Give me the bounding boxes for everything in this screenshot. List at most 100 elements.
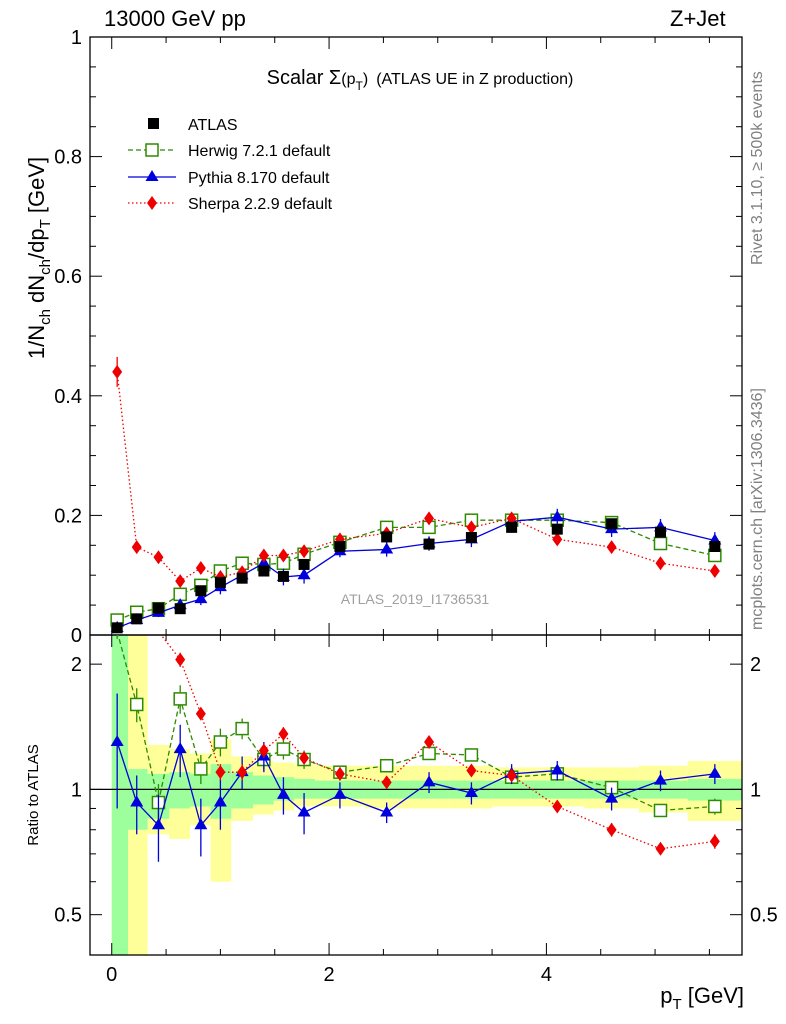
ratio-series-sherpa-point <box>334 766 345 781</box>
x-tick-label: 2 <box>324 964 335 986</box>
ratio-series-pythia-point <box>708 766 722 778</box>
series-sherpa-point <box>131 540 142 555</box>
ratio-series-pythia-point <box>605 791 619 803</box>
series-herwig-point <box>653 536 668 551</box>
ratio-series-pythia-point <box>194 818 208 830</box>
header-energy-label: 13000 GeV pp <box>104 6 246 31</box>
main-series-group <box>110 356 722 634</box>
y-tick-label: 0.4 <box>54 386 82 408</box>
x-tick-label: 0 <box>106 964 117 986</box>
legend-atlas-label: ATLAS <box>188 117 238 134</box>
ratio-series-group <box>110 635 722 862</box>
series-sherpa-point <box>606 540 617 555</box>
legend-pythia-marker <box>145 170 159 181</box>
ratio-series-sherpa-point <box>709 834 720 849</box>
ratio-y-tick-label: 1 <box>71 779 82 801</box>
legend-atlas-marker <box>148 118 159 129</box>
ratio-series-pythia-point <box>110 734 124 746</box>
y-tick-label: 0.8 <box>54 147 82 169</box>
ratio-series-sherpa-point <box>552 799 563 814</box>
series-sherpa-point <box>424 511 435 526</box>
ratio-y-tick-label: 2 <box>71 654 82 676</box>
series-sherpa-point <box>709 564 720 579</box>
ratio-series-sherpa-point <box>195 706 206 721</box>
series-sherpa-point <box>466 520 477 535</box>
ratio-series-herwig-point <box>173 692 187 706</box>
ratio-series-sherpa-point <box>258 743 269 758</box>
ratio-series-sherpa-point <box>381 775 392 790</box>
series-atlas-point <box>334 540 346 552</box>
x-axis-label: pT [GeV] <box>660 983 744 1013</box>
series-pythia-point <box>550 510 564 522</box>
legend-pythia-label: Pythia 8.170 default <box>188 170 330 187</box>
series-sherpa-point <box>278 548 289 563</box>
ratio-y-axis-label: Ratio to ATLAS <box>25 744 42 845</box>
series-atlas-point <box>709 540 721 552</box>
ratio-series-herwig-point <box>129 697 144 712</box>
ratio-series-sherpa-point <box>215 765 226 780</box>
legend-herwig-marker <box>145 143 159 157</box>
ratio-series-pythia-point <box>422 775 436 787</box>
ratio-series-sherpa <box>160 635 720 856</box>
series-atlas-point <box>655 526 666 538</box>
ratio-inner-band <box>189 773 211 807</box>
series-atlas-point <box>506 521 518 533</box>
series-atlas-point <box>277 570 289 582</box>
series-pythia-point <box>297 568 311 580</box>
ratio-y-tick-label: 0.5 <box>54 905 82 927</box>
ratio-series-sherpa-point <box>655 841 666 856</box>
series-pythia-point <box>380 542 394 554</box>
y-tick-label: 0 <box>71 625 82 647</box>
series-atlas-point <box>195 585 207 597</box>
ratio-series-herwig-point <box>379 758 394 773</box>
ratio-bands <box>111 635 742 955</box>
series-sherpa-line <box>116 371 715 583</box>
series-pythia-line <box>116 516 715 629</box>
ratio-series-herwig-point <box>464 748 479 762</box>
legend: ATLAS Herwig 7.2.1 default Pythia 8.170 … <box>128 117 333 213</box>
series-atlas-point <box>381 531 393 543</box>
ratio-panel-frame <box>89 634 743 956</box>
ratio-series-pythia-point <box>173 742 187 754</box>
ratio-series-sherpa-point <box>175 652 186 667</box>
ratio-series-herwig-point <box>708 799 722 814</box>
legend-herwig-label: Herwig 7.2.1 default <box>188 143 331 160</box>
ratio-series-sherpa-point <box>278 726 289 741</box>
ratio-series-herwig-point <box>194 762 208 776</box>
series-atlas-point <box>111 622 123 634</box>
legend-sherpa-marker <box>147 196 157 210</box>
y-tick-label: 1 <box>71 27 82 49</box>
series-sherpa-point <box>299 544 310 559</box>
ratio-series-pythia-point <box>213 795 227 807</box>
ratio-series-pythia-point <box>297 805 311 817</box>
series-atlas-point <box>465 532 477 544</box>
mcplots-label: mcplots.cern.ch [arXiv:1306.3436] <box>749 388 766 630</box>
series-atlas-point <box>214 576 226 588</box>
ratio-series-pythia-point <box>333 787 347 799</box>
y-tick-label: 0.2 <box>54 505 82 527</box>
series-sherpa-point <box>552 532 563 547</box>
series-atlas-point <box>236 572 248 584</box>
ratio-series-sherpa-point <box>466 763 477 778</box>
ratio-inner-band <box>111 635 129 955</box>
series-atlas-point <box>551 523 563 535</box>
ratio-inner-band <box>231 772 253 809</box>
ratio-y-tick-label-right: 0.5 <box>750 905 778 927</box>
series-sherpa-point <box>655 556 666 571</box>
series-sherpa <box>112 356 720 589</box>
ratio-y-tick-label-right: 1 <box>750 779 761 801</box>
y-tick-label: 0.6 <box>54 266 82 288</box>
ratio-series-herwig-point <box>235 721 249 736</box>
ratio-series-sherpa-point <box>506 768 517 783</box>
series-sherpa-point <box>195 561 206 576</box>
rivet-label: Rivet 3.1.10, ≥ 500k events <box>749 71 766 265</box>
series-sherpa-point <box>153 550 164 565</box>
series-sherpa-point <box>112 364 123 379</box>
ratio-series-pythia-point <box>550 763 564 775</box>
ratio-series-pythia-point <box>654 773 667 785</box>
chart-title: Scalar Σ(pT) (ATLAS UE in Z production) <box>267 67 574 93</box>
ratio-series-sherpa-point <box>424 734 435 749</box>
series-atlas-point <box>606 518 618 530</box>
analysis-watermark: ATLAS_2019_I1736531 <box>341 591 490 607</box>
